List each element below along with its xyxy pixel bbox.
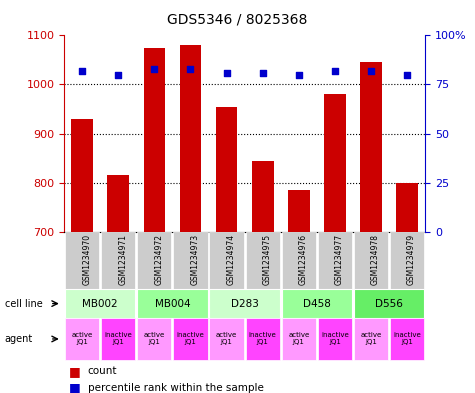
Text: D283: D283 bbox=[231, 299, 258, 309]
Text: D556: D556 bbox=[375, 299, 403, 309]
Bar bbox=[396, 183, 418, 232]
Text: GDS5346 / 8025368: GDS5346 / 8025368 bbox=[167, 13, 308, 27]
Point bbox=[223, 70, 230, 76]
Text: GSM1234978: GSM1234978 bbox=[371, 234, 380, 285]
Text: inactive
JQ1: inactive JQ1 bbox=[393, 332, 421, 345]
Text: percentile rank within the sample: percentile rank within the sample bbox=[88, 383, 264, 393]
Point bbox=[331, 68, 339, 74]
Bar bbox=[71, 119, 93, 232]
Bar bbox=[252, 161, 274, 232]
Point bbox=[151, 66, 158, 72]
Text: GSM1234975: GSM1234975 bbox=[263, 234, 272, 285]
Text: inactive
JQ1: inactive JQ1 bbox=[104, 332, 132, 345]
Text: GSM1234971: GSM1234971 bbox=[118, 234, 127, 285]
Text: GSM1234976: GSM1234976 bbox=[299, 234, 308, 285]
Point bbox=[78, 68, 86, 74]
Point bbox=[259, 70, 266, 76]
Text: active
JQ1: active JQ1 bbox=[288, 332, 309, 345]
Bar bbox=[360, 62, 382, 232]
Text: active
JQ1: active JQ1 bbox=[144, 332, 165, 345]
Bar bbox=[143, 48, 165, 232]
Point bbox=[367, 68, 375, 74]
Text: D458: D458 bbox=[303, 299, 331, 309]
Text: inactive
JQ1: inactive JQ1 bbox=[177, 332, 204, 345]
Text: ■: ■ bbox=[69, 381, 81, 393]
Bar bbox=[324, 94, 346, 232]
Point bbox=[403, 72, 411, 78]
Text: GSM1234972: GSM1234972 bbox=[154, 234, 163, 285]
Text: GSM1234979: GSM1234979 bbox=[407, 234, 416, 285]
Bar bbox=[216, 107, 238, 232]
Text: inactive
JQ1: inactive JQ1 bbox=[321, 332, 349, 345]
Text: inactive
JQ1: inactive JQ1 bbox=[249, 332, 276, 345]
Text: active
JQ1: active JQ1 bbox=[361, 332, 381, 345]
Text: active
JQ1: active JQ1 bbox=[216, 332, 237, 345]
Text: GSM1234973: GSM1234973 bbox=[190, 234, 200, 285]
Text: GSM1234970: GSM1234970 bbox=[82, 234, 91, 285]
Point bbox=[295, 72, 303, 78]
Bar bbox=[180, 45, 201, 232]
Text: active
JQ1: active JQ1 bbox=[72, 332, 93, 345]
Text: count: count bbox=[88, 366, 117, 376]
Text: MB002: MB002 bbox=[83, 299, 118, 309]
Text: GSM1234977: GSM1234977 bbox=[335, 234, 344, 285]
Point bbox=[114, 72, 122, 78]
Text: agent: agent bbox=[5, 334, 33, 344]
Text: cell line: cell line bbox=[5, 299, 42, 309]
Text: MB004: MB004 bbox=[155, 299, 190, 309]
Text: GSM1234974: GSM1234974 bbox=[227, 234, 236, 285]
Bar bbox=[107, 175, 129, 232]
Bar bbox=[288, 190, 310, 232]
Text: ■: ■ bbox=[69, 365, 81, 378]
Point bbox=[187, 66, 194, 72]
